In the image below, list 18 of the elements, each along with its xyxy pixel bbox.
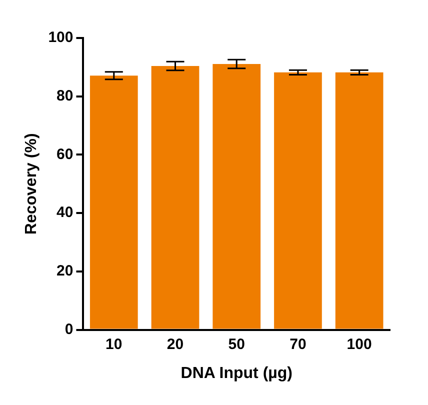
- y-axis-title: Recovery (%): [23, 133, 40, 235]
- y-tick-label: 80: [56, 88, 74, 104]
- y-tick-label: 0: [64, 320, 74, 338]
- x-axis-title: DNA Input (µg): [180, 364, 292, 382]
- y-tick-label: 20: [56, 262, 74, 280]
- x-tick-label: 50: [228, 336, 245, 353]
- bar: [274, 72, 322, 329]
- bar: [151, 66, 200, 329]
- y-tick-label: 60: [56, 146, 74, 163]
- y-tick-label: 40: [56, 204, 74, 222]
- bar: [335, 72, 384, 329]
- x-tick-label: 20: [166, 336, 184, 353]
- x-tick-label: 70: [290, 336, 306, 353]
- bar: [90, 76, 138, 329]
- y-tick-label: 100: [48, 29, 74, 46]
- x-tick-label: 100: [346, 336, 372, 353]
- x-tick-label: 10: [106, 336, 122, 353]
- bar: [212, 64, 261, 329]
